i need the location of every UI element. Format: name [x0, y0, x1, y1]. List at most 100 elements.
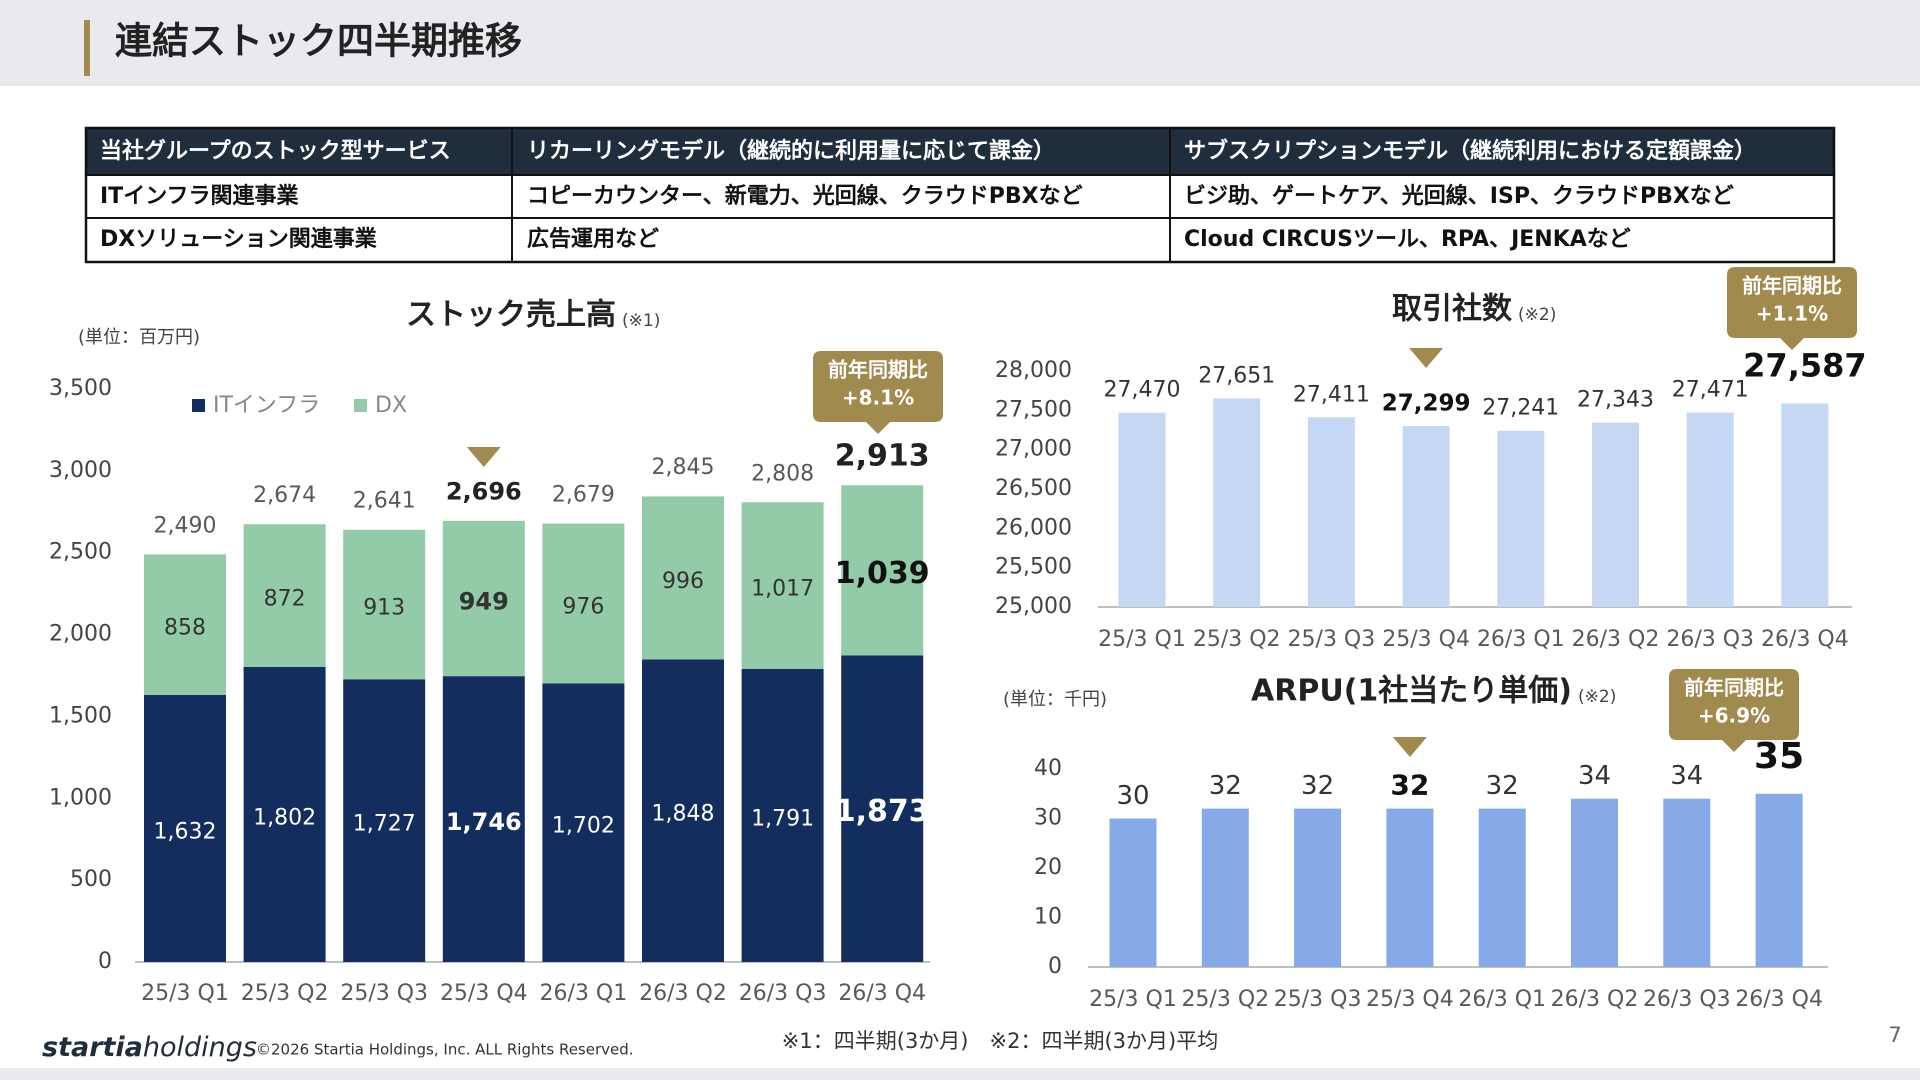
total-label: 2,808	[751, 461, 814, 486]
y-tick-label: 28,000	[995, 358, 1072, 383]
chart-title-note: (※2)	[1518, 305, 1556, 325]
x-tick-label: 25/3 Q3	[1288, 627, 1376, 652]
x-tick-label: 26/3 Q2	[1551, 987, 1639, 1012]
legend-label: ITインフラ	[213, 393, 320, 418]
x-tick-label: 26/3 Q2	[639, 981, 727, 1006]
legend-swatch	[192, 399, 205, 412]
logo-sub: holdings	[143, 1032, 257, 1063]
value-label: 1,727	[353, 812, 416, 837]
value-label: 1,802	[253, 805, 316, 830]
y-tick-label: 2,000	[49, 622, 112, 647]
value-label: 913	[363, 596, 405, 621]
value-label: 858	[164, 616, 206, 641]
bar	[1213, 398, 1261, 607]
chart-title-note: (※2)	[1578, 687, 1616, 707]
bar	[1118, 412, 1166, 607]
value-label: 27,299	[1382, 391, 1471, 417]
highlight-marker	[466, 447, 501, 467]
y-tick-label: 27,000	[995, 437, 1072, 462]
page-title: 連結ストック四半期推移	[115, 20, 522, 63]
y-tick-label: 30	[1034, 806, 1062, 831]
badge-label: 前年同期比	[1742, 274, 1842, 298]
table-header-cell: リカーリングモデル（継続的に利用量に応じて課金）	[527, 138, 1055, 164]
table-cell: ビジ助、ゲートケア、光回線、ISP、クラウドPBXなど	[1184, 183, 1734, 209]
y-tick-label: 3,500	[49, 376, 112, 401]
value-label: 27,651	[1198, 363, 1275, 388]
x-tick-label: 26/3 Q3	[739, 981, 827, 1006]
table-cell: ITインフラ関連事業	[100, 183, 300, 209]
x-tick-label: 26/3 Q1	[540, 981, 628, 1006]
bar	[1402, 426, 1450, 607]
total-label: 2,641	[353, 489, 416, 514]
value-label: 1,746	[446, 808, 522, 836]
service-table: 当社グループのストック型サービス リカーリングモデル（継続的に利用量に応じて課金…	[84, 126, 1836, 264]
bar-segment	[343, 529, 426, 680]
total-label: 2,679	[552, 482, 615, 507]
value-label: 34	[1578, 761, 1611, 791]
y-tick-label: 10	[1034, 905, 1062, 930]
value-label: 32	[1390, 769, 1429, 802]
value-label: 32	[1486, 771, 1519, 801]
table-border	[84, 126, 1836, 264]
x-tick-label: 25/3 Q1	[1098, 627, 1186, 652]
bar-segment	[144, 694, 226, 962]
value-label: 34	[1670, 761, 1703, 791]
total-label: 2,696	[446, 478, 522, 506]
value-label: 996	[662, 569, 704, 594]
x-tick-label: 25/3 Q1	[1089, 987, 1177, 1012]
bar-segment	[642, 496, 724, 660]
table-cell: DXソリューション関連事業	[100, 226, 378, 252]
bar	[1478, 808, 1526, 967]
x-tick-label: 25/3 Q2	[1181, 987, 1269, 1012]
value-label: 27,241	[1482, 396, 1559, 421]
x-tick-label: 25/3 Q3	[340, 981, 428, 1006]
total-label: 2,913	[835, 439, 930, 474]
table-cell: コピーカウンター、新電力、光回線、クラウドPBXなど	[527, 183, 1083, 209]
bar-segment	[442, 676, 525, 962]
value-label: 1,632	[154, 819, 217, 844]
x-tick-label: 25/3 Q4	[1382, 627, 1470, 652]
bar	[1307, 417, 1355, 607]
bar	[1294, 808, 1342, 967]
x-tick-label: 25/3 Q4	[440, 981, 528, 1006]
badge	[813, 351, 943, 434]
bar	[1686, 412, 1734, 607]
y-tick-label: 27,500	[995, 397, 1072, 422]
x-tick-label: 25/3 Q4	[1366, 987, 1454, 1012]
value-label: 949	[459, 587, 509, 615]
highlight-marker	[1409, 348, 1444, 368]
badge	[1669, 669, 1799, 752]
highlight-marker	[1392, 737, 1427, 757]
x-tick-label: 26/3 Q4	[1761, 627, 1849, 652]
badge-change: +1.1%	[1756, 302, 1828, 326]
bar-segment	[642, 659, 724, 962]
x-tick-label: 26/3 Q4	[1735, 987, 1823, 1012]
x-tick-label: 26/3 Q3	[1643, 987, 1731, 1012]
y-tick-label: 1,000	[49, 785, 112, 810]
y-tick-label: 26,000	[995, 515, 1072, 540]
badge	[1727, 267, 1857, 350]
value-label: 30	[1116, 781, 1149, 811]
y-tick-label: 2,500	[49, 540, 112, 565]
bar	[1571, 798, 1618, 967]
unit-label: (単位：千円)	[1003, 689, 1107, 710]
table-cell: Cloud CIRCUSツール、RPA、JENKAなど	[1184, 227, 1631, 252]
x-tick-label: 26/3 Q1	[1477, 627, 1565, 652]
header-accent	[84, 20, 90, 76]
x-tick-label: 26/3 Q1	[1458, 987, 1546, 1012]
bar-segment	[144, 554, 226, 695]
y-tick-label: 0	[1048, 954, 1062, 979]
table-header-bg	[86, 128, 1834, 175]
bar	[1201, 808, 1249, 967]
value-label: 1,791	[751, 806, 814, 831]
table-header-cell: 当社グループのストック型サービス	[100, 138, 451, 164]
y-tick-label: 40	[1034, 756, 1062, 781]
chart-title: 取引社数	[1392, 292, 1513, 327]
x-tick-label: 26/3 Q4	[838, 981, 926, 1006]
y-tick-label: 20	[1034, 855, 1062, 880]
value-label: 1,039	[835, 556, 930, 591]
bar	[1497, 430, 1545, 607]
chart-title: ARPU(1社当たり単価)	[1251, 674, 1572, 709]
